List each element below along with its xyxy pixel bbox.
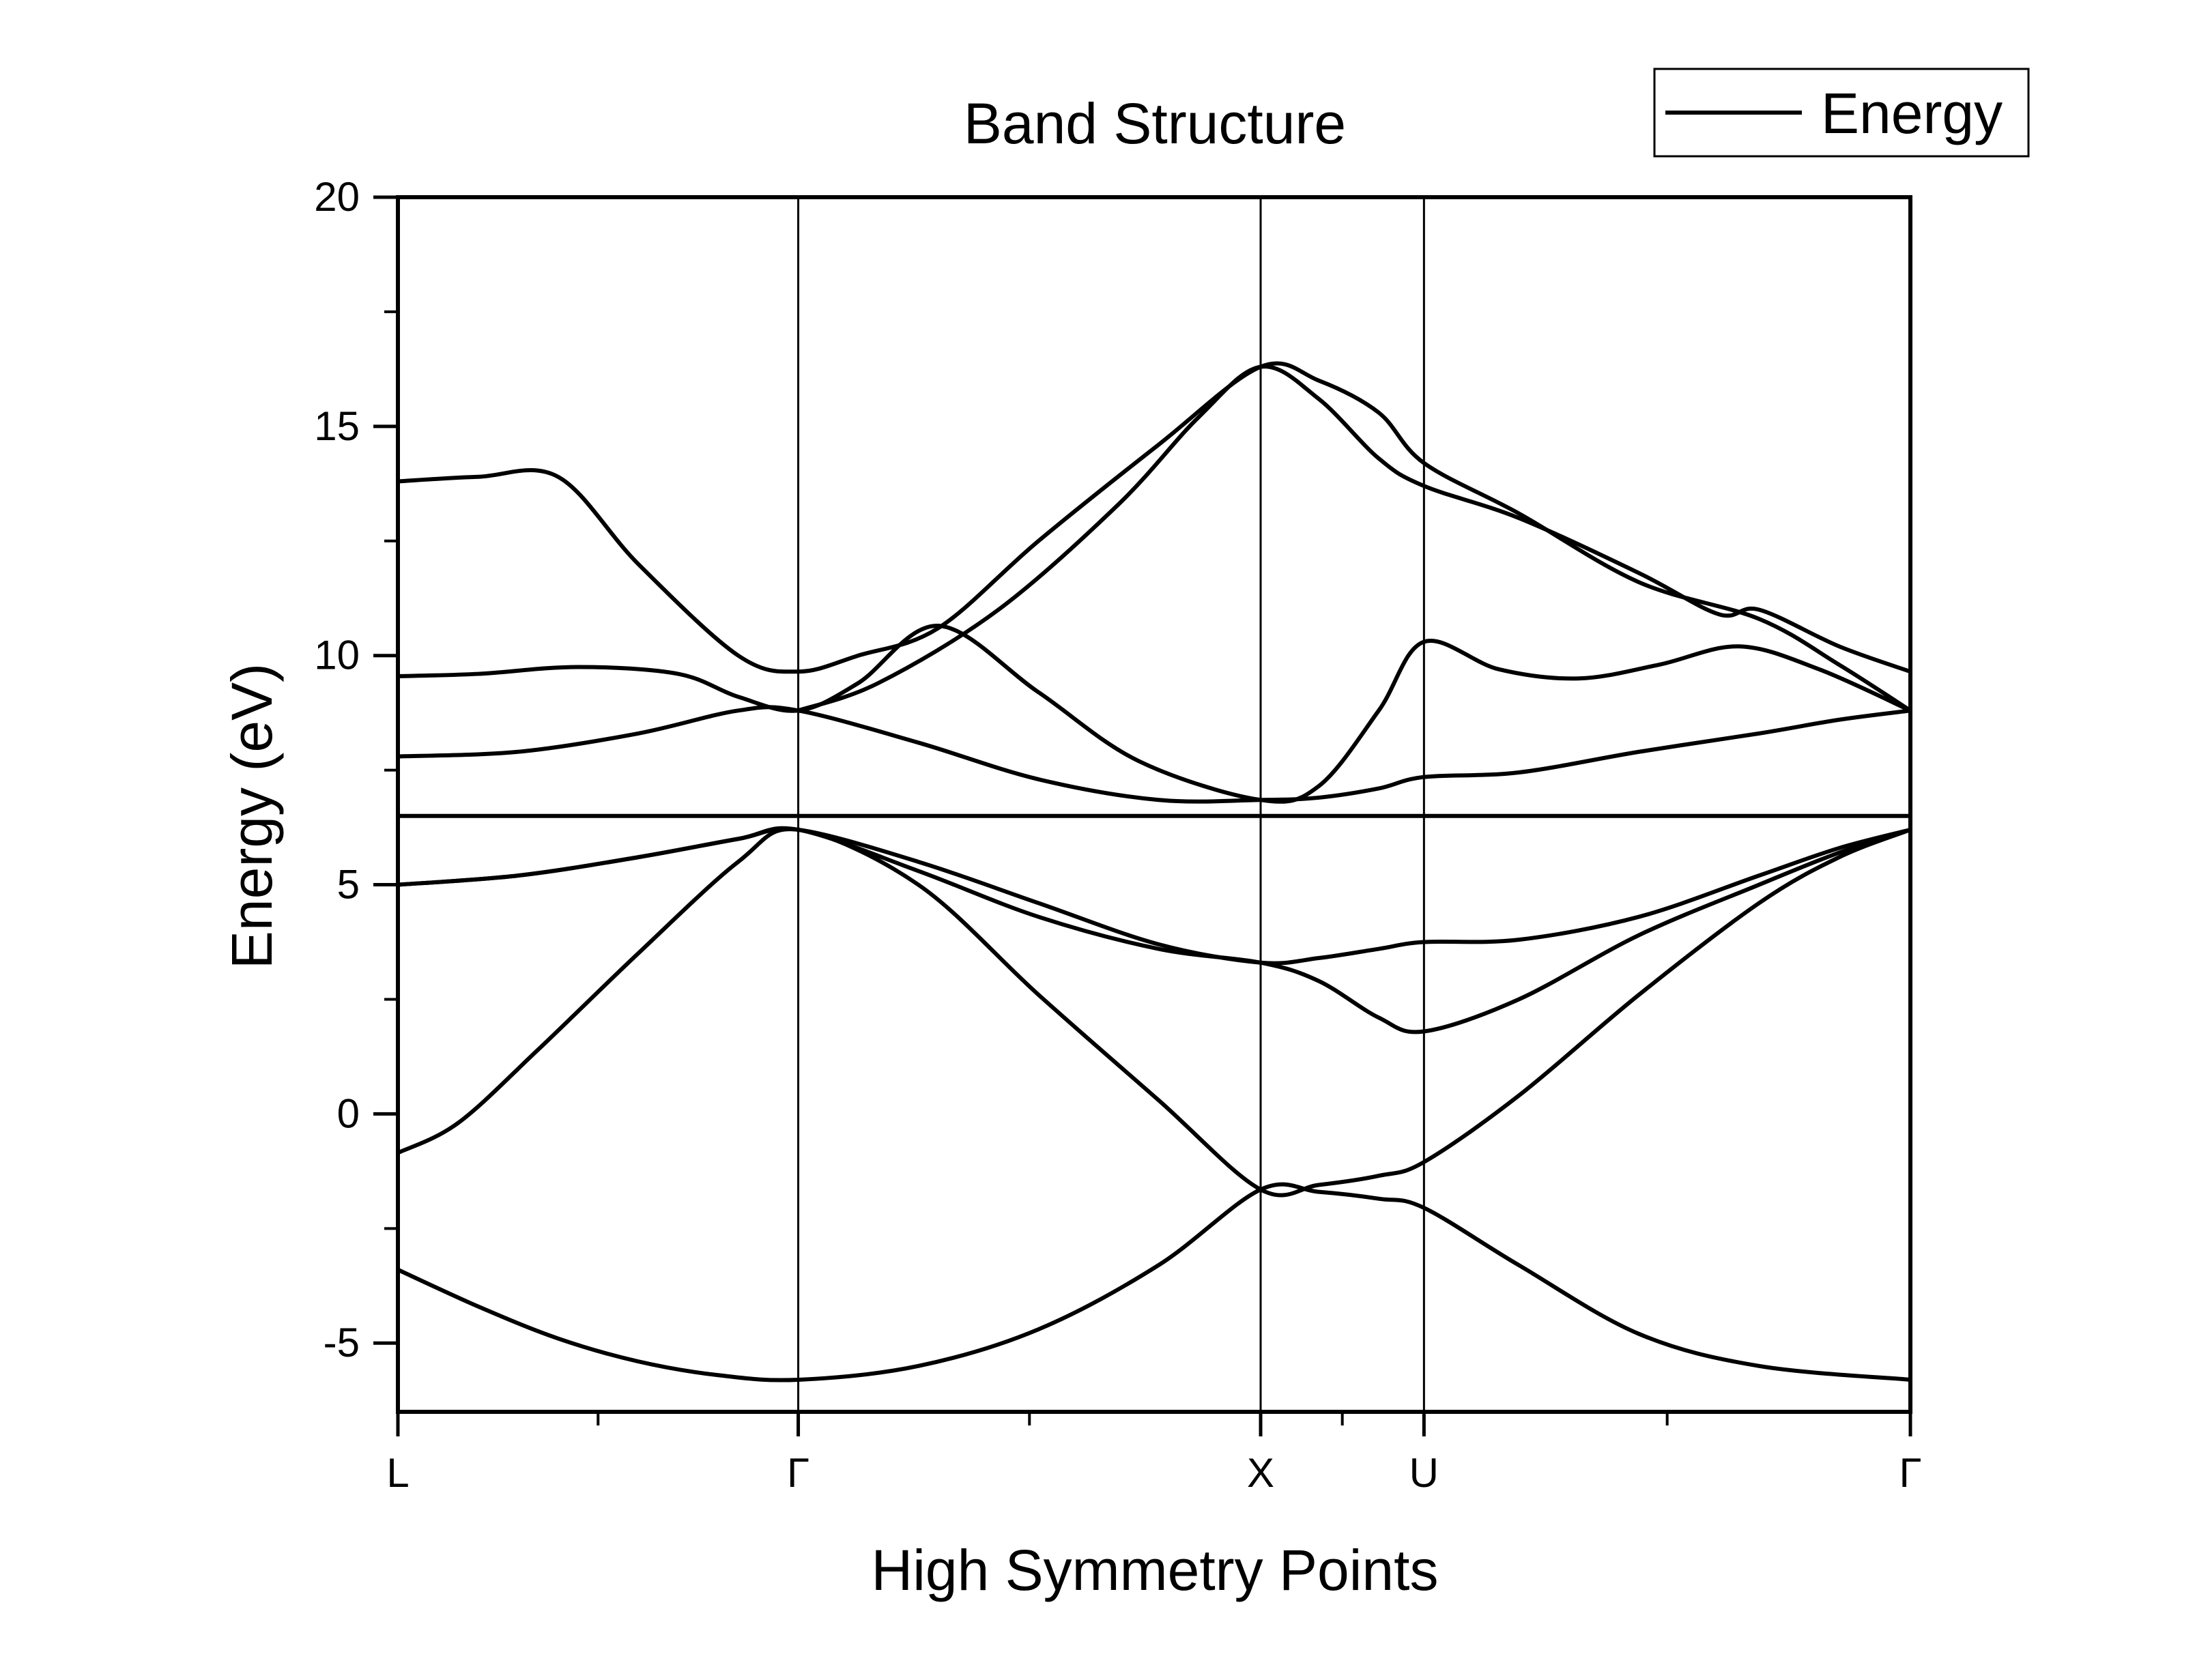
band-line-4: [397, 705, 1911, 804]
y-axis-title: Energy (eV): [220, 663, 284, 969]
band-line-1: [397, 827, 1912, 1198]
band-line-5: [397, 624, 1912, 804]
band-line-0: [397, 1182, 1911, 1382]
legend-label: Energy: [1821, 81, 2003, 145]
band-lines: [397, 361, 1912, 1382]
x-tick-label-1: Γ: [787, 1450, 809, 1496]
y-tick-label-5: -5: [324, 1320, 360, 1365]
x-tick-label-3: U: [1409, 1450, 1439, 1496]
band-line-7: [797, 364, 1912, 713]
x-tick-label-2: X: [1247, 1450, 1274, 1496]
plot-frame: [396, 195, 1912, 1414]
legend: Energy: [1653, 68, 2030, 158]
y-tick-label-3: 5: [337, 862, 360, 908]
y-tick-label-0: 20: [314, 174, 360, 220]
y-tick-label-2: 10: [314, 633, 360, 678]
y-tick-label-4: 0: [337, 1090, 360, 1136]
y-axis-ticks: 20 15 10 5 0 -5: [314, 174, 398, 1365]
chart-title: Band Structure: [964, 91, 1346, 156]
x-tick-label-0: L: [386, 1450, 409, 1496]
x-tick-label-4: Γ: [1899, 1450, 1921, 1496]
y-tick-label-1: 15: [314, 403, 360, 449]
x-axis-title: High Symmetry Points: [872, 1538, 1439, 1602]
symmetry-lines: [797, 197, 1425, 1412]
band-line-3: [397, 826, 1911, 966]
band-line-6: [397, 361, 1912, 712]
